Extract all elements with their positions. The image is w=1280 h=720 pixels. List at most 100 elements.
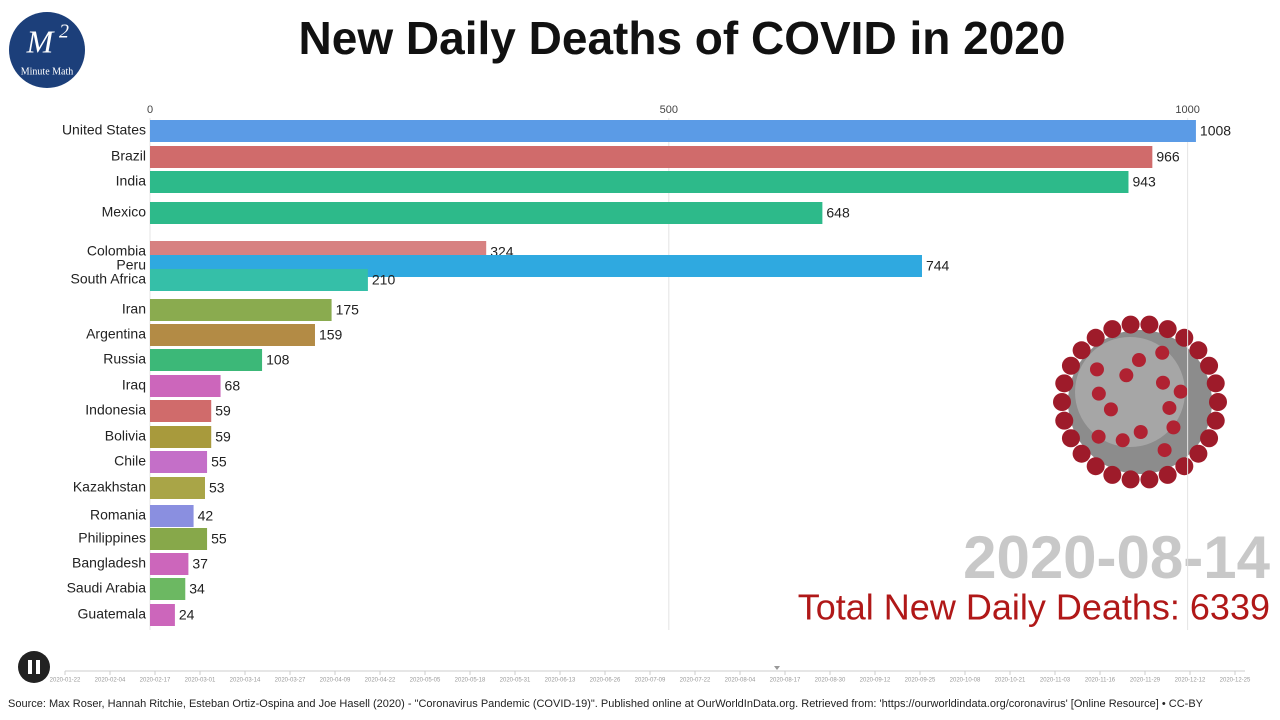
virus-spike [1140, 470, 1159, 489]
virus-spike [1189, 444, 1208, 463]
virus-image [1053, 315, 1227, 489]
bar [150, 528, 208, 550]
virus-spike [1103, 402, 1118, 417]
category-label: Mexico [102, 204, 147, 220]
virus-spike [1089, 362, 1104, 377]
category-label: Philippines [78, 530, 146, 546]
category-label: Brazil [111, 148, 146, 164]
category-label: Peru [116, 257, 146, 273]
bar [150, 202, 823, 224]
virus-spike [1175, 457, 1194, 476]
virus-spike [1053, 393, 1071, 411]
logo-mark: M [26, 23, 56, 59]
logo-circle [9, 12, 85, 88]
category-label: United States [62, 122, 146, 138]
bar [150, 269, 368, 291]
category-label: Kazakhstan [73, 479, 146, 495]
category-label: Russia [103, 351, 146, 367]
value-label: 37 [192, 556, 208, 572]
timeline-label: 2020-03-01 [185, 678, 216, 684]
bar [150, 375, 221, 397]
value-label: 159 [319, 327, 343, 343]
virus-spike [1121, 470, 1140, 489]
x-tick-label: 0 [147, 104, 153, 116]
bar [150, 505, 194, 527]
virus-spike [1103, 465, 1122, 484]
value-label: 55 [211, 454, 227, 470]
timeline-label: 2020-06-13 [545, 678, 576, 684]
timeline-label: 2020-09-12 [860, 678, 891, 684]
bar [150, 146, 1153, 168]
pause-circle[interactable] [18, 651, 50, 683]
timeline-label: 2020-05-18 [455, 678, 486, 684]
category-label: Argentina [86, 326, 146, 342]
logo-exponent: 2 [59, 21, 69, 43]
pause-bar[interactable] [36, 660, 40, 674]
category-label: Chile [114, 453, 146, 469]
virus-spike [1091, 429, 1106, 444]
virus-spike [1200, 429, 1219, 448]
virus-spike [1091, 386, 1106, 401]
category-label: Guatemala [78, 606, 147, 622]
timeline-label: 2020-07-09 [635, 678, 666, 684]
virus-spike [1162, 400, 1177, 415]
virus-spike [1086, 457, 1105, 476]
bar [150, 400, 212, 422]
value-label: 210 [372, 272, 396, 288]
bar [150, 426, 212, 448]
logo-name: Minute Math [21, 66, 74, 77]
bar [150, 299, 332, 321]
bar [150, 349, 263, 371]
value-label: 966 [1156, 149, 1180, 165]
value-label: 744 [926, 258, 950, 274]
value-label: 42 [198, 508, 214, 524]
category-label: India [116, 173, 147, 189]
category-label: Saudi Arabia [67, 580, 147, 596]
virus-spike [1140, 315, 1159, 334]
pause-button[interactable] [18, 651, 50, 683]
bar [150, 324, 315, 346]
category-label: Indonesia [85, 402, 146, 418]
value-label: 108 [266, 352, 290, 368]
bar [150, 553, 189, 575]
virus-spike [1061, 429, 1080, 448]
chart-title: New Daily Deaths of COVID in 2020 [299, 12, 1066, 64]
x-tick-label: 1000 [1175, 104, 1199, 116]
virus-spike [1206, 411, 1225, 430]
value-label: 1008 [1200, 123, 1231, 139]
source-note: Source: Max Roser, Hannah Ritchie, Esteb… [8, 698, 1204, 710]
virus-spike [1209, 393, 1227, 411]
virus-spike [1055, 374, 1074, 393]
value-label: 68 [225, 378, 241, 394]
virus-spike [1175, 328, 1194, 347]
virus-spike [1115, 433, 1130, 448]
timeline-label: 2020-07-22 [680, 678, 711, 684]
category-label: Iran [122, 301, 146, 317]
virus-spike [1206, 374, 1225, 393]
timeline-label: 2020-10-21 [995, 678, 1026, 684]
x-tick-label: 500 [660, 104, 678, 116]
virus-shade [1075, 337, 1185, 447]
virus-spike [1158, 465, 1177, 484]
timeline-label: 2020-02-17 [140, 678, 171, 684]
virus-spike [1155, 345, 1170, 360]
date-label: 2020-08-14 [963, 524, 1271, 591]
timeline-label: 2020-08-30 [815, 678, 846, 684]
virus-spike [1200, 356, 1219, 375]
virus-spike [1072, 341, 1091, 360]
virus-spike [1072, 444, 1091, 463]
value-label: 648 [826, 205, 850, 221]
bar [150, 578, 186, 600]
value-label: 59 [215, 403, 231, 419]
timeline-marker [774, 666, 780, 670]
bar [150, 451, 208, 473]
category-label: Romania [90, 507, 146, 523]
virus-spike [1158, 320, 1177, 339]
virus-spike [1119, 368, 1134, 383]
bar [150, 171, 1129, 193]
pause-bar[interactable] [28, 660, 32, 674]
virus-spike [1155, 375, 1170, 390]
value-label: 34 [189, 581, 205, 597]
timeline-label: 2020-11-29 [1130, 678, 1161, 684]
